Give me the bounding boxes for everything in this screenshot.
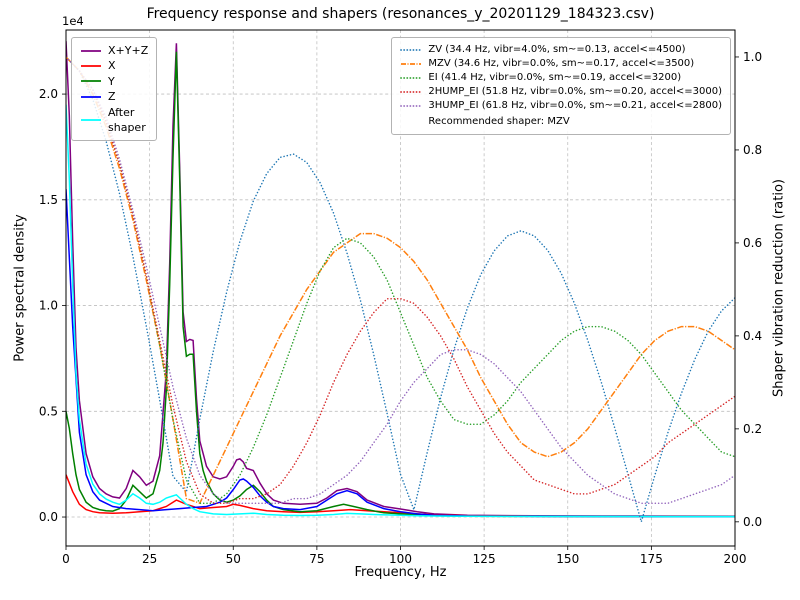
x-tick-label: 25	[142, 552, 157, 566]
legend-shaper-item-4: 3HUMP_EI (61.8 Hz, vibr=0.0%, sm~=0.21, …	[400, 99, 722, 113]
y-right-tick-label: 1.0	[743, 50, 762, 64]
y-left-tick-label: 0.5	[39, 404, 58, 418]
legend-psd-label-2: Y	[108, 74, 115, 88]
tick-marks	[62, 56, 739, 550]
series-mzv	[66, 56, 735, 505]
legend-shaper-item-0: ZV (34.4 Hz, vibr=4.0%, sm~=0.13, accel<…	[400, 43, 722, 57]
legend-psd: X+Y+Z X Y Z After shaper	[71, 37, 158, 142]
legend-psd-item-1: X	[80, 58, 148, 73]
legend-shaper-label-1: MZV (34.6 Hz, vibr=0.0%, sm~=0.17, accel…	[428, 58, 695, 69]
legend-swatch-line	[81, 95, 101, 98]
series-ei	[66, 56, 735, 504]
legend-psd-item-3: Z	[80, 89, 148, 104]
legend-psd-label-0: X+Y+Z	[108, 44, 149, 57]
legend-psd-item-4: After shaper	[80, 105, 148, 136]
x-tick-label: 100	[389, 552, 412, 566]
y-left-tick-label: 2.0	[39, 87, 58, 101]
legend-swatch-line	[81, 119, 101, 121]
x-tick-label: 0	[62, 552, 70, 566]
y-left-tick-label: 1.5	[39, 193, 58, 207]
legend-psd-label-3: Z	[108, 90, 116, 104]
legend-shaper-label-2: EI (41.4 Hz, vibr=0.0%, sm~=0.19, accel<…	[428, 72, 682, 83]
legend-swatch-line	[400, 91, 423, 93]
legend-shapers-items: ZV (34.4 Hz, vibr=4.0%, sm~=0.13, accel<…	[400, 43, 722, 113]
series-zv	[66, 56, 735, 525]
legend-psd-label-4: After shaper	[108, 105, 146, 134]
series-z	[66, 189, 735, 518]
legend-swatch-line	[81, 80, 101, 83]
series-x-y-z	[66, 41, 735, 517]
legend-shaper-label-0: ZV (34.4 Hz, vibr=4.0%, sm~=0.13, accel<…	[428, 44, 686, 55]
legend-psd-item-2: Y	[80, 74, 148, 89]
tick-labels: 0 25 50 75 100 125 150 175 200 0.0 0.5 1.0 1.5 2.0 0.0…	[39, 50, 762, 566]
series-y	[66, 51, 735, 518]
x-tick-label: 150	[556, 552, 579, 566]
y-right-tick-label: 0.8	[743, 143, 762, 157]
y-right-tick-label: 0.2	[743, 422, 762, 436]
legend-swatch-line	[81, 49, 101, 52]
legend-psd-label-1: X	[108, 59, 116, 73]
y-axis-offset-label: 1e4	[62, 14, 84, 28]
x-axis-label: Frequency, Hz	[354, 565, 447, 580]
y-right-tick-label: 0.6	[743, 236, 762, 250]
legend-swatch-line	[400, 77, 423, 79]
legend-shaper-item-1: MZV (34.6 Hz, vibr=0.0%, sm~=0.17, accel…	[400, 57, 722, 71]
y-axis-label-left: Power spectral density	[12, 214, 28, 362]
y-left-tick-label: 1.0	[39, 299, 58, 313]
legend-shapers: ZV (34.4 Hz, vibr=4.0%, sm~=0.13, accel<…	[391, 37, 731, 135]
chart-title: Frequency response and shapers (resonanc…	[146, 6, 655, 22]
y-right-tick-label: 0.0	[743, 515, 762, 529]
y-right-tick-label: 0.4	[743, 329, 762, 343]
legend-swatch-line	[401, 63, 422, 65]
series-3hump-ei	[66, 56, 735, 504]
legend-swatch-line	[400, 105, 423, 107]
legend-shaper-item-2: EI (41.4 Hz, vibr=0.0%, sm~=0.19, accel<…	[400, 71, 722, 85]
legend-shaper-label-3: 2HUMP_EI (51.8 Hz, vibr=0.0%, sm~=0.20, …	[428, 86, 722, 97]
recommended-shaper-text: Recommended shaper: MZV	[428, 116, 570, 127]
legend-swatch-line	[81, 65, 101, 67]
legend-shaper-label-4: 3HUMP_EI (61.8 Hz, vibr=0.0%, sm~=0.21, …	[428, 100, 722, 111]
legend-psd-item-0: X+Y+Z	[80, 43, 148, 58]
series-2hump-ei	[66, 56, 735, 504]
y-left-tick-label: 0.0	[39, 510, 58, 524]
y-axis-label-right: Shaper vibration reduction (ratio)	[771, 179, 787, 397]
x-tick-label: 125	[473, 552, 496, 566]
series-curves	[66, 41, 735, 525]
series-after-shaper	[66, 104, 735, 518]
legend-shaper-item-3: 2HUMP_EI (51.8 Hz, vibr=0.0%, sm~=0.20, …	[400, 85, 722, 99]
x-tick-label: 200	[724, 552, 747, 566]
x-tick-label: 175	[640, 552, 663, 566]
x-tick-label: 75	[309, 552, 324, 566]
legend-swatch-line	[400, 49, 423, 51]
x-tick-label: 50	[226, 552, 241, 566]
